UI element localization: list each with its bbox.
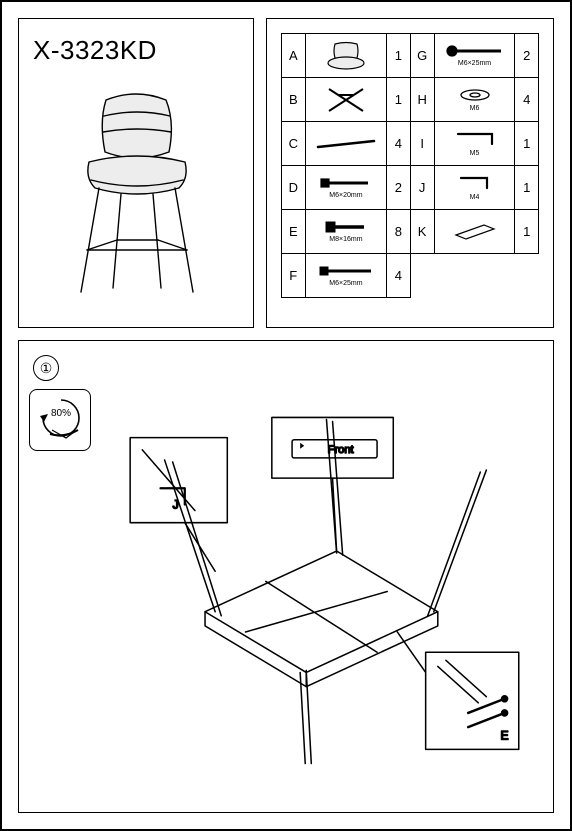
part-qty: 1: [515, 210, 539, 254]
icon-label: M4: [470, 194, 480, 201]
part-qty: 1: [515, 166, 539, 210]
icon-label: M5: [470, 150, 480, 157]
part-qty: 1: [515, 122, 539, 166]
part-letter: F: [281, 254, 305, 298]
part-letter: D: [281, 166, 305, 210]
part-letter: J: [410, 166, 434, 210]
part-qty: 1: [387, 34, 411, 78]
part-qty: 8: [387, 210, 411, 254]
top-row: X-3323KD: [18, 18, 554, 328]
part-icon-plate: [434, 210, 515, 254]
front-label: Front: [328, 444, 355, 456]
icon-label: M6×25mm: [458, 60, 491, 67]
part-letter: I: [410, 122, 434, 166]
part-letter: H: [410, 78, 434, 122]
part-qty: 2: [387, 166, 411, 210]
part-letter: C: [281, 122, 305, 166]
part-qty: 4: [515, 78, 539, 122]
model-number: X-3323KD: [33, 35, 241, 66]
parts-table: A 1 G M6×25mm 2: [281, 33, 539, 298]
part-icon-x-frame: [305, 78, 386, 122]
icon-label: M6: [470, 105, 480, 112]
part-icon-bolt-m6-20: M6×20mm: [305, 166, 386, 210]
icon-label: M6×25mm: [329, 280, 362, 287]
part-icon-washer: M6: [434, 78, 515, 122]
icon-label: M6×20mm: [329, 192, 362, 199]
part-qty: 4: [387, 254, 411, 298]
product-illustration: [31, 66, 241, 317]
part-icon-bolt-m6-25: M6×25mm: [305, 254, 386, 298]
callout-j-label: J: [173, 498, 179, 512]
part-letter: B: [281, 78, 305, 122]
part-qty: 1: [387, 78, 411, 122]
part-letter: G: [410, 34, 434, 78]
icon-label: M8×16mm: [329, 236, 362, 243]
part-letter: A: [281, 34, 305, 78]
part-icon-seat: [305, 34, 386, 78]
instruction-sheet: X-3323KD: [0, 0, 572, 831]
part-letter: K: [410, 210, 434, 254]
part-icon-allen-key-l: M5: [434, 122, 515, 166]
part-icon-rod: [305, 122, 386, 166]
callout-e-label: E: [501, 728, 509, 742]
product-panel: X-3323KD: [18, 18, 254, 328]
part-icon-bolt-m8-16: M8×16mm: [305, 210, 386, 254]
part-qty: 2: [515, 34, 539, 78]
part-icon-allen-key-s: M4: [434, 166, 515, 210]
step-1-panel: ① 80%: [18, 340, 554, 813]
part-icon-bolt-flat: M6×25mm: [434, 34, 515, 78]
part-qty: 4: [387, 122, 411, 166]
part-letter: E: [281, 210, 305, 254]
step-illustration: J Front E: [33, 385, 539, 798]
parts-panel: A 1 G M6×25mm 2: [266, 18, 554, 328]
step-number: ①: [33, 355, 59, 381]
